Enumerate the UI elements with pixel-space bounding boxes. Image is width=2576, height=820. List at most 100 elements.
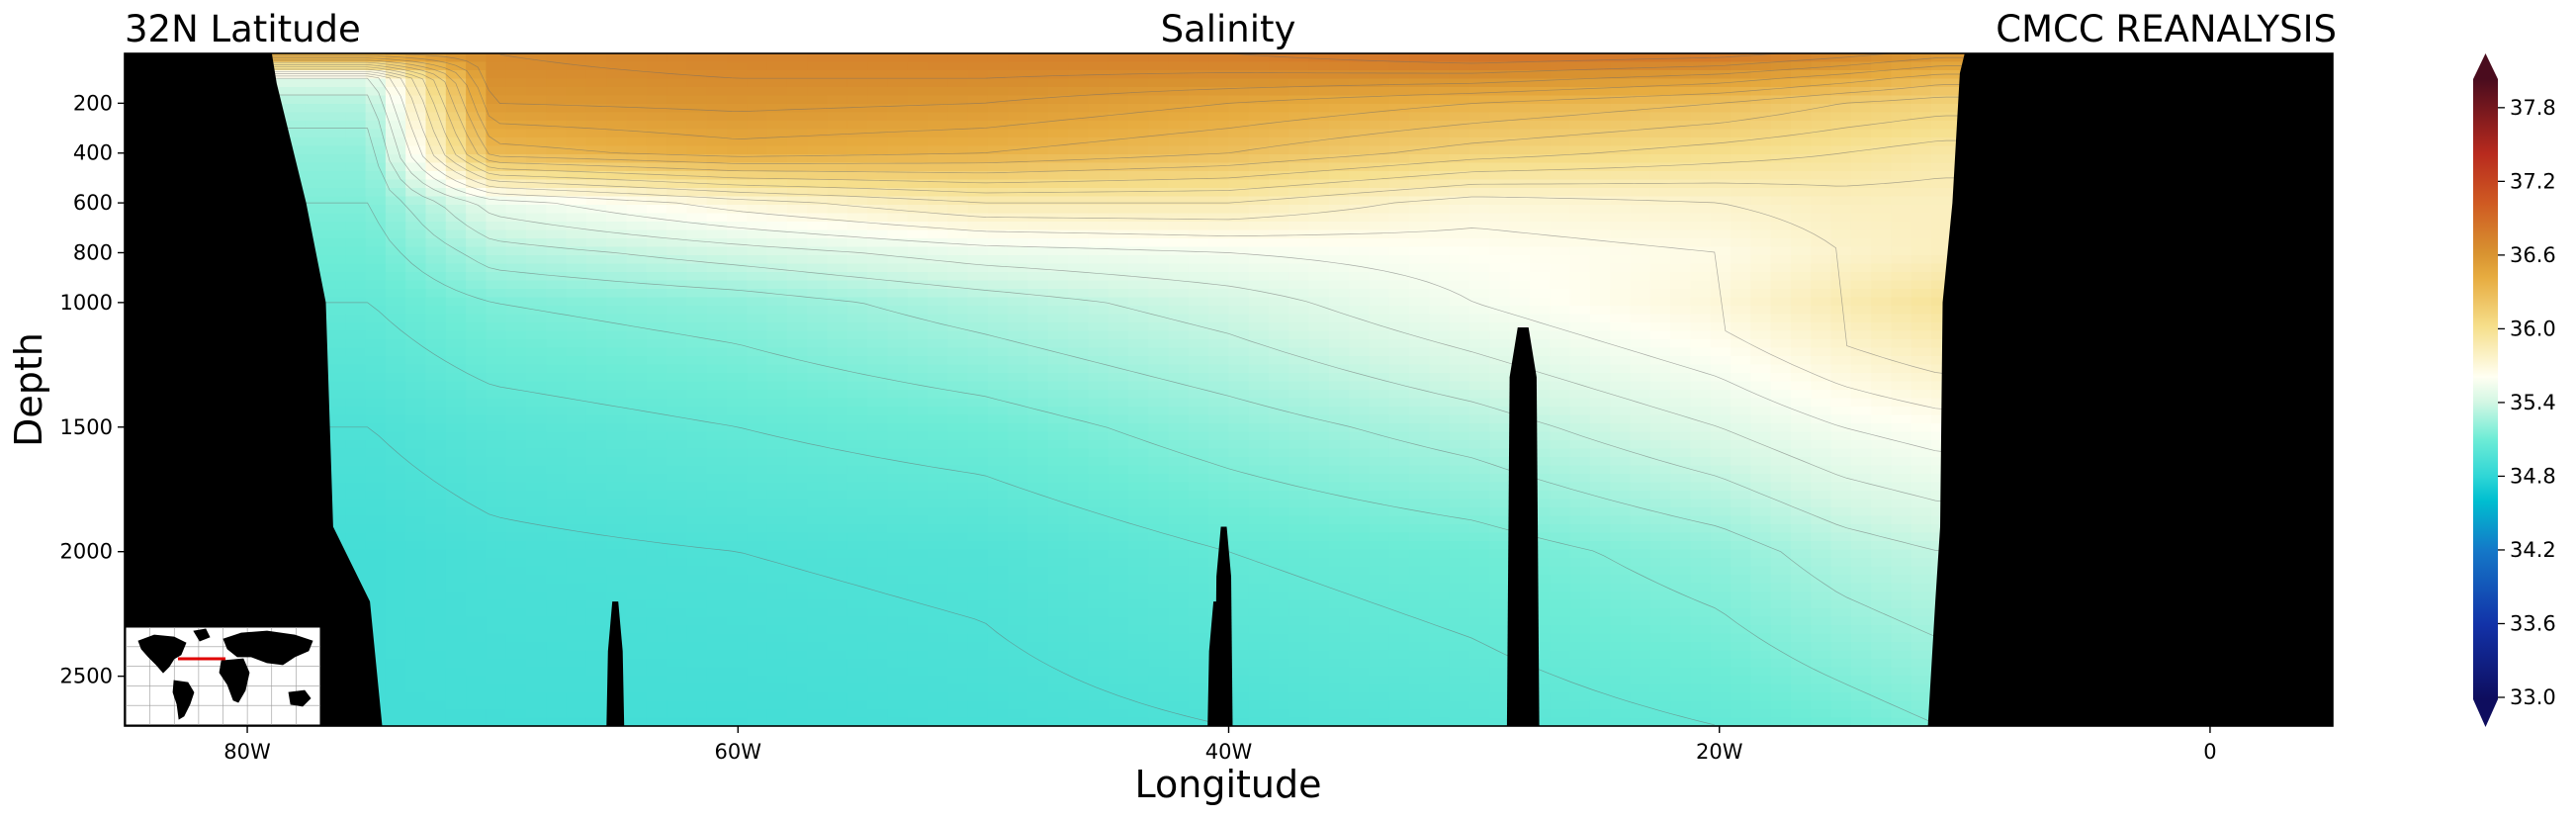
- salinity-cell: [445, 297, 467, 307]
- salinity-cell: [1429, 322, 1451, 332]
- salinity-cell: [486, 61, 507, 71]
- salinity-cell: [265, 61, 287, 71]
- salinity-cell: [526, 322, 548, 332]
- salinity-cell: [445, 95, 467, 105]
- salinity-cell: [1008, 61, 1029, 71]
- salinity-cell: [365, 339, 387, 349]
- salinity-cell: [1429, 407, 1451, 416]
- salinity-cell: [1811, 322, 1832, 332]
- salinity-cell: [466, 229, 488, 239]
- salinity-cell: [486, 322, 507, 332]
- salinity-cell: [466, 121, 488, 131]
- salinity-cell: [1670, 205, 1692, 215]
- salinity-cell: [646, 297, 667, 307]
- salinity-cell: [907, 112, 929, 122]
- salinity-cell: [706, 229, 728, 239]
- salinity-cell: [445, 373, 467, 383]
- salinity-cell: [325, 162, 347, 172]
- salinity-cell: [1811, 255, 1832, 265]
- salinity-cell: [1308, 280, 1330, 290]
- salinity-cell: [1228, 314, 1250, 323]
- salinity-cell: [1269, 104, 1290, 114]
- salinity-cell: [646, 289, 667, 299]
- salinity-cell: [646, 381, 667, 391]
- salinity-cell: [747, 70, 768, 80]
- salinity-cell: [1469, 246, 1491, 256]
- salinity-cell: [486, 314, 507, 323]
- salinity-cell: [686, 297, 708, 307]
- salinity-cell: [1409, 297, 1431, 307]
- salinity-cell: [987, 171, 1009, 181]
- salinity-cell: [846, 222, 868, 231]
- salinity-cell: [1871, 188, 1893, 198]
- salinity-cell: [1208, 339, 1230, 349]
- salinity-cell: [1288, 407, 1310, 416]
- salinity-cell: [867, 222, 889, 231]
- salinity-cell: [526, 70, 548, 80]
- salinity-cell: [887, 364, 909, 374]
- salinity-cell: [766, 78, 788, 88]
- salinity-cell: [1649, 70, 1671, 80]
- salinity-cell: [1750, 314, 1772, 323]
- salinity-cell: [1047, 129, 1069, 138]
- salinity-cell: [1589, 61, 1611, 71]
- salinity-cell: [967, 196, 989, 206]
- salinity-cell: [1910, 246, 1932, 256]
- salinity-cell: [1670, 154, 1692, 164]
- salinity-cell: [1369, 154, 1390, 164]
- salinity-cell: [1208, 414, 1230, 424]
- salinity-cell: [1388, 145, 1410, 155]
- salinity-cell: [786, 431, 808, 441]
- salinity-cell: [1008, 171, 1029, 181]
- salinity-cell: [766, 53, 788, 63]
- salinity-cell: [947, 196, 969, 206]
- salinity-cell: [1850, 339, 1872, 349]
- salinity-cell: [1630, 162, 1651, 172]
- salinity-cell: [887, 53, 909, 63]
- salinity-cell: [1550, 70, 1571, 80]
- salinity-cell: [445, 87, 467, 97]
- salinity-cell: [928, 431, 949, 441]
- salinity-cell: [1068, 263, 1090, 273]
- salinity-cell: [1891, 137, 1912, 147]
- salinity-cell: [1269, 137, 1290, 147]
- salinity-cell: [1469, 70, 1491, 80]
- salinity-cell: [887, 61, 909, 71]
- salinity-cell: [967, 330, 989, 340]
- salinity-cell: [1369, 196, 1390, 206]
- salinity-cell: [646, 162, 667, 172]
- salinity-cell: [646, 263, 667, 273]
- salinity-cell: [425, 121, 447, 131]
- salinity-cell: [385, 272, 406, 282]
- salinity-cell: [807, 414, 829, 424]
- salinity-cell: [1068, 364, 1090, 374]
- salinity-cell: [305, 78, 326, 88]
- salinity-cell: [526, 196, 548, 206]
- salinity-cell: [1690, 104, 1712, 114]
- salinity-cell: [1509, 162, 1531, 172]
- salinity-cell: [786, 104, 808, 114]
- salinity-cell: [1871, 196, 1893, 206]
- salinity-cell: [807, 112, 829, 122]
- salinity-cell: [786, 339, 808, 349]
- salinity-cell: [1208, 70, 1230, 80]
- salinity-cell: [285, 70, 307, 80]
- salinity-cell: [1409, 381, 1431, 391]
- salinity-cell: [1731, 188, 1752, 198]
- salinity-cell: [1589, 222, 1611, 231]
- salinity-cell: [1168, 373, 1190, 383]
- salinity-cell: [1670, 53, 1692, 63]
- salinity-cell: [646, 330, 667, 340]
- salinity-cell: [987, 263, 1009, 273]
- salinity-cell: [1429, 196, 1451, 206]
- salinity-cell: [1649, 398, 1671, 408]
- salinity-cell: [1208, 179, 1230, 189]
- salinity-cell: [1188, 390, 1209, 400]
- salinity-cell: [1550, 162, 1571, 172]
- salinity-cell: [365, 104, 387, 114]
- salinity-cell: [1731, 339, 1752, 349]
- salinity-cell: [1489, 297, 1511, 307]
- salinity-cell: [807, 431, 829, 441]
- salinity-cell: [1469, 53, 1491, 63]
- salinity-cell: [947, 306, 969, 316]
